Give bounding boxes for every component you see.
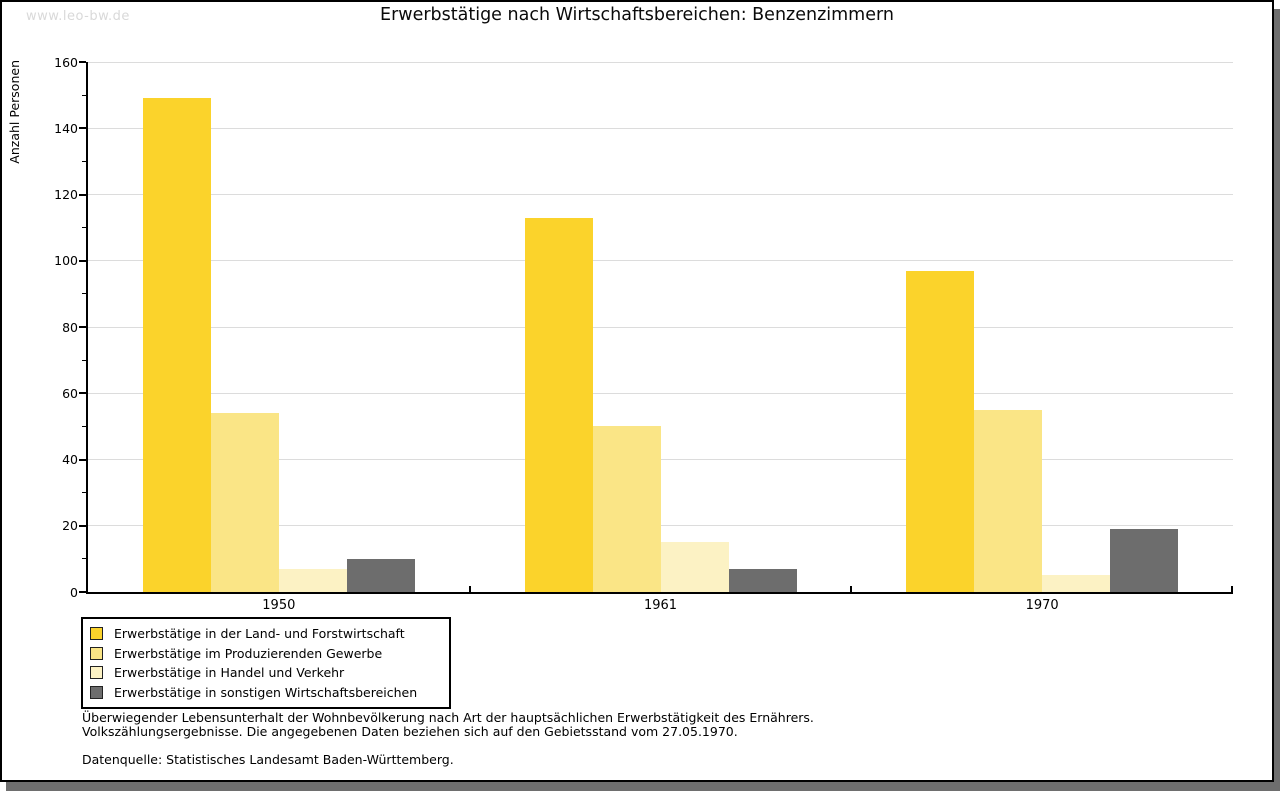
- y-major-tick-60: [79, 392, 86, 395]
- y-minor-tick-150: [82, 94, 86, 96]
- y-minor-tick-50: [82, 425, 86, 427]
- bar-1961-series-2: [592, 426, 661, 592]
- y-minor-tick-90: [82, 293, 86, 295]
- legend-label-4: Erwerbstätige in sonstigen Wirtschaftsbe…: [114, 684, 418, 700]
- legend-item-2: Erwerbstätige im Produzierenden Gewerbe: [90, 644, 441, 664]
- footnote: Überwiegender Lebensunterhalt der Wohnbe…: [82, 711, 814, 739]
- legend-swatch-4: [90, 685, 103, 699]
- y-tick-label-160: 160: [54, 54, 78, 70]
- legend-swatch-1: [90, 627, 103, 641]
- y-minor-tick-130: [82, 160, 86, 162]
- legend: Erwerbstätige in der Land- und Forstwirt…: [81, 617, 451, 709]
- y-tick-label-40: 40: [62, 452, 78, 467]
- bar-1970-series-1: [906, 270, 975, 592]
- gridline-y-100: [88, 260, 1233, 262]
- bar-1970-series-2: [974, 409, 1043, 592]
- x-category-label-1961: 1961: [643, 598, 678, 613]
- x-category-label-1970: 1970: [1025, 598, 1059, 613]
- legend-item-1: Erwerbstätige in der Land- und Forstwirt…: [90, 624, 441, 644]
- y-axis-label: Anzahl Personen: [7, 60, 22, 164]
- gridline-y-140: [88, 127, 1233, 129]
- y-major-tick-100: [79, 259, 86, 262]
- y-tick-label-60: 60: [62, 385, 78, 401]
- gridline-y-160: [88, 61, 1233, 63]
- bar-1970-series-3: [1042, 575, 1111, 592]
- x-axis-end-tick: [1231, 586, 1233, 592]
- watermark: www.leo-bw.de: [26, 9, 130, 24]
- y-major-tick-0: [79, 591, 86, 593]
- plot-area: 0 20 40 60 80 100 120 140 160 1950 1961 1970: [54, 55, 1233, 613]
- bar-1961-series-3: [660, 542, 729, 592]
- y-minor-tick-110: [82, 227, 86, 229]
- legend-label-2: Erwerbstätige im Produzierenden Gewerbe: [114, 645, 383, 661]
- bar-1950-series-4: [346, 558, 415, 592]
- bar-1950-series-2: [210, 413, 279, 592]
- legend-label-3: Erwerbstätige in Handel und Verkehr: [114, 665, 345, 681]
- bar-1970-series-4: [1110, 529, 1179, 592]
- bar-1961-series-1: [524, 217, 593, 592]
- y-major-tick-120: [79, 193, 86, 196]
- bar-1950-series-3: [278, 568, 347, 592]
- bar-1950-series-1: [142, 98, 211, 592]
- y-major-tick-80: [79, 326, 86, 328]
- y-tick-label-100: 100: [54, 253, 78, 269]
- y-major-tick-40: [79, 458, 86, 461]
- y-tick-label-0: 0: [70, 584, 78, 600]
- x-boundary-tick-1: [468, 586, 471, 592]
- y-major-tick-160: [79, 61, 86, 63]
- y-minor-tick-70: [82, 359, 86, 361]
- y-major-tick-140: [79, 127, 86, 130]
- y-major-tick-20: [79, 524, 86, 527]
- legend-swatch-3: [90, 666, 103, 680]
- gridline-y-60: [88, 392, 1233, 394]
- gridline-y-20: [88, 525, 1233, 527]
- x-boundary-tick-2: [850, 586, 853, 592]
- y-tick-label-80: 80: [62, 319, 78, 335]
- x-category-label-1950: 1950: [262, 598, 296, 613]
- legend-swatch-2: [90, 646, 103, 660]
- legend-item-4: Erwerbstätige in sonstigen Wirtschaftsbe…: [90, 683, 441, 703]
- gridline-y-120: [88, 194, 1233, 195]
- gridline-y-80: [88, 326, 1233, 328]
- bar-1961-series-4: [728, 568, 797, 592]
- legend-label-1: Erwerbstätige in der Land- und Forstwirt…: [114, 626, 405, 642]
- gridline-y-40: [88, 459, 1233, 460]
- y-minor-tick-30: [82, 492, 86, 494]
- y-tick-label-140: 140: [54, 120, 78, 136]
- data-source: Datenquelle: Statistisches Landesamt Bad…: [82, 752, 454, 767]
- footnote-line-1: Überwiegender Lebensunterhalt der Wohnbe…: [82, 710, 814, 725]
- y-tick-label-120: 120: [54, 187, 78, 202]
- y-minor-tick-10: [82, 558, 86, 560]
- legend-item-3: Erwerbstätige in Handel und Verkehr: [90, 663, 441, 683]
- y-tick-label-20: 20: [62, 518, 78, 534]
- chart-title: Erwerbstätige nach Wirtschaftsbereichen:…: [380, 5, 894, 25]
- footnote-line-2: Volkszählungsergebnisse. Die angegebenen…: [82, 724, 738, 739]
